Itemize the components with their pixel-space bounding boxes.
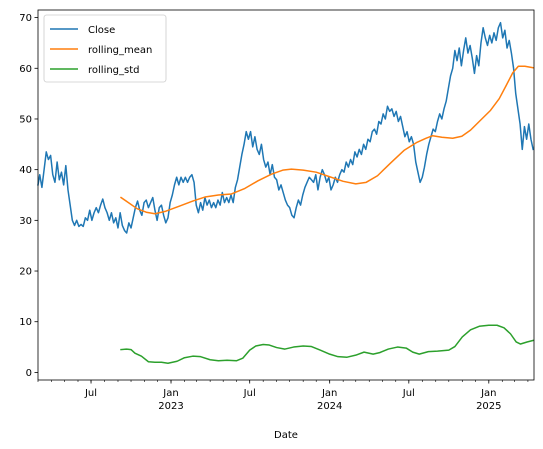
series-layer [37,21,535,365]
y-tick-label: 40 [19,165,32,176]
legend: Close rolling_mean rolling_std [43,14,167,83]
y-tick-label: 0 [26,368,32,379]
x-axis-label: Date [274,430,298,441]
y-axis: 0 10 20 30 40 50 60 70 [19,13,38,379]
x-tick-year-label: 2024 [317,401,342,412]
plot-frame [37,9,535,381]
legend-label: rolling_mean [88,45,152,56]
y-tick-label: 50 [19,114,32,125]
x-axis: Jul Jan 2023 Jul Jan 2024 Jul Jan 2025 [37,380,529,412]
legend-box [43,14,167,83]
y-tick-label: 60 [19,64,32,75]
y-tick-label: 30 [19,216,32,227]
y-tick-label: 70 [19,13,32,24]
x-tick-label: Jul [84,388,97,399]
x-tick-label: Jan [321,388,337,399]
series-line-rolling-mean [119,65,535,215]
x-tick-label: Jul [402,388,415,399]
x-tick-year-label: 2023 [158,401,183,412]
x-tick-label: Jan [162,388,178,399]
x-tick-label: Jul [243,388,256,399]
y-tick-label: 20 [19,267,32,278]
x-tick-year-label: 2025 [476,401,501,412]
legend-label: Close [88,25,115,36]
series-line-rolling-std [120,324,535,365]
x-tick-label: Jan [480,388,496,399]
y-tick-label: 10 [19,317,32,328]
series-line-Close [37,21,535,234]
legend-label: rolling_std [88,65,140,76]
